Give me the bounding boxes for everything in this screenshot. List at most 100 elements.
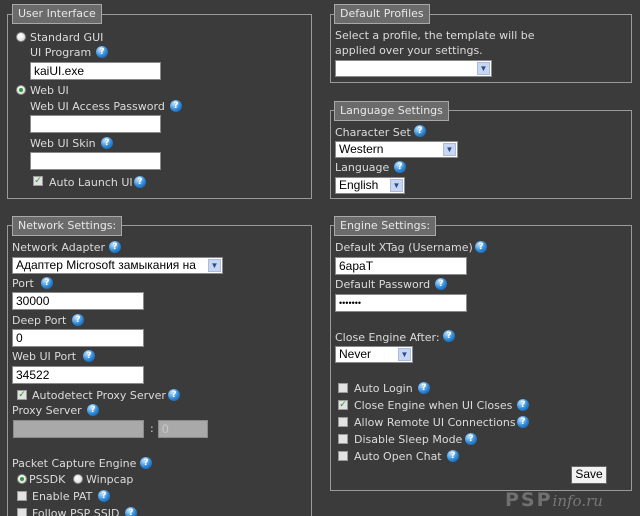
web-ui-skin-input[interactable]: [30, 152, 161, 170]
auto-login-label: Auto Login: [354, 382, 413, 395]
auto-launch-checkbox[interactable]: ✓: [33, 176, 43, 186]
help-question-icon[interactable]: ?: [125, 507, 137, 516]
close-engine-checkbox[interactable]: ✓: [338, 400, 348, 410]
network-settings-fieldset: [7, 225, 312, 516]
deep-port-label: Deep Port: [12, 314, 67, 327]
default-profiles-fieldset: [330, 14, 632, 83]
auto-open-chat-checkbox[interactable]: [338, 451, 348, 461]
proxy-server-label: Proxy Server: [12, 404, 82, 417]
help-question-icon[interactable]: ?: [465, 433, 477, 445]
help-question-icon[interactable]: ?: [96, 46, 108, 58]
help-question-icon[interactable]: ?: [101, 137, 113, 149]
standard-gui-label: Standard GUI: [30, 31, 104, 44]
password-input[interactable]: •••••••: [335, 294, 467, 312]
web-ui-port-input[interactable]: 34522: [12, 366, 144, 384]
help-question-icon[interactable]: ?: [140, 457, 152, 469]
web-ui-password-input[interactable]: [30, 115, 161, 133]
help-question-icon[interactable]: ?: [41, 277, 53, 289]
chevron-down-icon[interactable]: ▼: [443, 143, 456, 156]
standard-gui-radio[interactable]: [16, 32, 26, 42]
watermark-main: PSP: [505, 489, 553, 511]
proxy-port-input[interactable]: 0: [158, 420, 208, 438]
xtag-input[interactable]: 6apaT: [335, 257, 467, 275]
profile-select[interactable]: ▼: [335, 60, 492, 77]
language-value: English: [339, 178, 379, 192]
help-question-icon[interactable]: ?: [109, 241, 121, 253]
autodetect-proxy-label: Autodetect Proxy Server: [32, 389, 166, 402]
allow-remote-checkbox[interactable]: [338, 417, 348, 427]
pssdk-label: PSSDK: [29, 473, 66, 486]
close-after-value: Never: [339, 347, 372, 361]
chevron-down-icon[interactable]: ▼: [477, 62, 490, 75]
language-select[interactable]: English ▼: [335, 177, 405, 194]
deep-port-input[interactable]: 0: [12, 329, 144, 347]
help-question-icon[interactable]: ?: [168, 389, 180, 401]
charset-label: Character Set: [335, 126, 411, 139]
ui-program-label: UI Program: [30, 46, 92, 59]
password-label: Default Password: [335, 278, 431, 291]
network-adapter-label: Network Adapter: [12, 241, 106, 254]
packet-capture-label: Packet Capture Engine: [12, 457, 137, 470]
autodetect-proxy-checkbox[interactable]: ✓: [17, 390, 27, 400]
proxy-separator: :: [150, 422, 154, 435]
profiles-description-2: applied over your settings.: [335, 44, 483, 57]
web-ui-port-label: Web UI Port: [12, 350, 77, 363]
auto-login-checkbox[interactable]: [338, 383, 348, 393]
disable-sleep-label: Disable Sleep Mode: [354, 433, 463, 446]
network-settings-legend: Network Settings:: [12, 216, 123, 236]
ui-program-input[interactable]: kaiUI.exe: [30, 62, 161, 80]
close-after-select[interactable]: Never ▼: [335, 346, 413, 363]
engine-settings-legend: Engine Settings:: [334, 216, 437, 236]
watermark-logo: PSPinfo.ru: [505, 489, 603, 511]
chevron-down-icon[interactable]: ▼: [208, 259, 221, 272]
help-question-icon[interactable]: ?: [72, 314, 84, 326]
enable-pat-checkbox[interactable]: [17, 491, 27, 501]
follow-ssid-label: Follow PSP SSID: [32, 507, 120, 516]
help-question-icon[interactable]: ?: [443, 330, 455, 342]
help-question-icon[interactable]: ?: [98, 490, 110, 502]
help-question-icon[interactable]: ?: [394, 161, 406, 173]
charset-select[interactable]: Western ▼: [335, 141, 458, 158]
help-question-icon[interactable]: ?: [87, 404, 99, 416]
help-question-icon[interactable]: ?: [134, 176, 146, 188]
engine-settings-fieldset: [330, 225, 632, 491]
port-input[interactable]: 30000: [12, 292, 144, 310]
web-ui-password-label: Web UI Access Password: [30, 100, 165, 113]
pssdk-radio[interactable]: [17, 474, 27, 484]
winpcap-radio[interactable]: [73, 474, 83, 484]
chevron-down-icon[interactable]: ▼: [398, 348, 411, 361]
auto-launch-label: Auto Launch UI: [49, 176, 133, 189]
help-question-icon[interactable]: ?: [447, 450, 459, 462]
help-question-icon[interactable]: ?: [170, 100, 182, 112]
charset-value: Western: [339, 142, 384, 156]
enable-pat-label: Enable PAT: [32, 490, 93, 503]
language-label: Language: [335, 161, 390, 174]
close-after-label: Close Engine After:: [335, 331, 440, 344]
chevron-down-icon[interactable]: ▼: [390, 179, 403, 192]
proxy-host-input[interactable]: [13, 420, 144, 438]
help-question-icon[interactable]: ?: [517, 399, 529, 411]
profiles-description-1: Select a profile, the template will be: [335, 29, 535, 42]
help-question-icon[interactable]: ?: [475, 241, 487, 253]
xtag-label: Default XTag (Username): [335, 241, 473, 254]
winpcap-label: Winpcap: [86, 473, 134, 486]
user-interface-legend: User Interface: [12, 4, 102, 24]
auto-open-chat-label: Auto Open Chat: [354, 450, 442, 463]
help-question-icon[interactable]: ?: [83, 350, 95, 362]
user-interface-fieldset: [7, 14, 312, 199]
save-button[interactable]: Save: [571, 466, 607, 484]
network-adapter-select[interactable]: Адаптер Microsoft замыкания на себя ▼: [12, 257, 223, 274]
web-ui-label: Web UI: [30, 84, 69, 97]
web-ui-skin-label: Web UI Skin: [30, 137, 96, 150]
help-question-icon[interactable]: ?: [517, 416, 529, 428]
close-engine-label: Close Engine when UI Closes: [354, 399, 513, 412]
port-label: Port: [12, 277, 34, 290]
help-question-icon[interactable]: ?: [414, 125, 426, 137]
help-question-icon[interactable]: ?: [418, 382, 430, 394]
follow-ssid-checkbox[interactable]: [17, 508, 27, 516]
disable-sleep-checkbox[interactable]: [338, 434, 348, 444]
language-settings-fieldset: [330, 110, 632, 199]
allow-remote-label: Allow Remote UI Connections: [354, 416, 516, 429]
web-ui-radio[interactable]: [16, 85, 26, 95]
help-question-icon[interactable]: ?: [435, 278, 447, 290]
